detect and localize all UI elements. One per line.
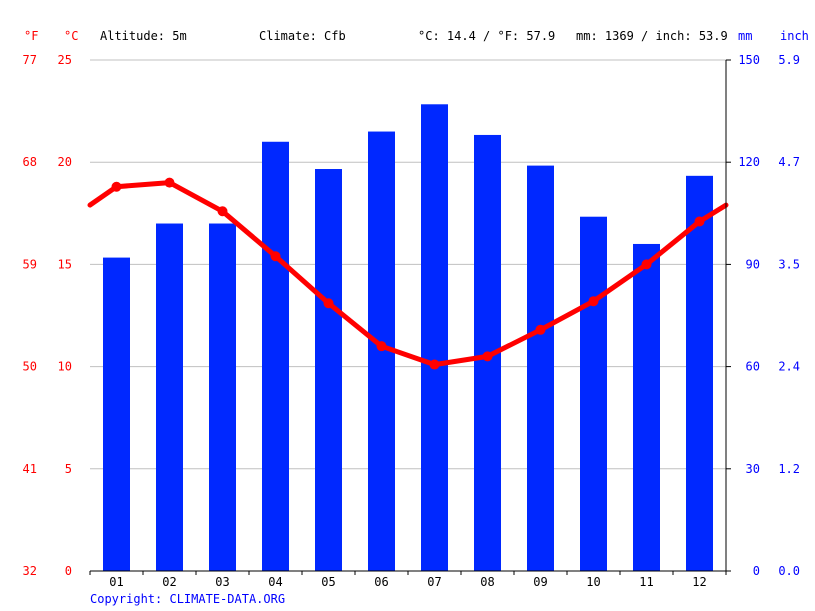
precipitation-bar xyxy=(421,104,448,571)
month-tick-label: 10 xyxy=(586,575,600,589)
precipitation-bar xyxy=(527,165,554,571)
celsius-tick-label: 5 xyxy=(65,462,72,476)
gridlines xyxy=(90,59,726,470)
altitude-label: Altitude: 5m xyxy=(100,29,187,43)
mm-tick-label: 60 xyxy=(746,360,760,374)
inch-tick-label: 5.9 xyxy=(778,53,800,67)
month-tick-label: 09 xyxy=(533,575,547,589)
climate-label: Climate: Cfb xyxy=(259,29,346,43)
month-tick-label: 06 xyxy=(374,575,388,589)
fahrenheit-tick-label: 77 xyxy=(23,53,37,67)
precipitation-bar xyxy=(315,169,342,571)
precipitation-bars xyxy=(103,104,713,572)
copyright-label: Copyright: CLIMATE-DATA.ORG xyxy=(90,592,285,606)
celsius-tick-label: 15 xyxy=(58,257,72,271)
average-temperature-label: °C: 14.4 / °F: 57.9 xyxy=(418,29,555,43)
celsius-tick-label: 10 xyxy=(58,360,72,374)
mm-tick-label: 0 xyxy=(753,564,760,578)
celsius-tick-label: 25 xyxy=(58,53,72,67)
temperature-point xyxy=(111,181,122,192)
temperature-point xyxy=(323,298,334,309)
mm-tick-label: 120 xyxy=(738,155,760,169)
temperature-point xyxy=(482,351,493,362)
precipitation-bar xyxy=(580,216,607,571)
month-tick-label: 11 xyxy=(639,575,653,589)
inch-tick-label: 4.7 xyxy=(778,155,800,169)
temperature-point xyxy=(535,324,546,335)
fahrenheit-unit-label: °F xyxy=(24,29,38,43)
mm-tick-label: 90 xyxy=(746,257,760,271)
month-tick-label: 04 xyxy=(268,575,282,589)
mm-unit-label: mm xyxy=(738,29,752,43)
temperature-point xyxy=(217,206,228,217)
temperature-line-path xyxy=(87,180,729,368)
month-tick-label: 12 xyxy=(692,575,706,589)
inch-unit-label: inch xyxy=(780,29,809,43)
total-precipitation-label: mm: 1369 / inch: 53.9 xyxy=(576,29,728,43)
inch-tick-label: 2.4 xyxy=(778,360,800,374)
month-tick-label: 08 xyxy=(480,575,494,589)
axes xyxy=(89,59,731,575)
fahrenheit-tick-label: 50 xyxy=(23,360,37,374)
fahrenheit-tick-label: 41 xyxy=(23,462,37,476)
celsius-tick-label: 20 xyxy=(58,155,72,169)
month-tick-label: 02 xyxy=(162,575,176,589)
precipitation-bar xyxy=(209,223,236,571)
precipitation-bar xyxy=(156,223,183,571)
temperature-point xyxy=(429,359,440,370)
month-tick-label: 07 xyxy=(427,575,441,589)
temperature-point xyxy=(376,341,387,352)
month-tick-label: 03 xyxy=(215,575,229,589)
month-tick-label: 05 xyxy=(321,575,335,589)
fahrenheit-tick-label: 59 xyxy=(23,257,37,271)
mm-tick-label: 30 xyxy=(746,462,760,476)
celsius-tick-label: 0 xyxy=(65,564,72,578)
precipitation-bar xyxy=(103,257,130,571)
precipitation-bar xyxy=(633,243,660,571)
temperature-line xyxy=(87,177,729,370)
mm-tick-label: 150 xyxy=(738,53,760,67)
temperature-point xyxy=(270,251,281,262)
celsius-unit-label: °C xyxy=(64,29,78,43)
temperature-point xyxy=(588,296,599,307)
inch-tick-label: 3.5 xyxy=(778,257,800,271)
temperature-point xyxy=(164,177,175,188)
tick-labels: 32 0 0 0.041 5 30 1.250 10 60 2.459 15 90 3.568 20 120… xyxy=(23,53,800,589)
temperature-point xyxy=(641,259,652,270)
month-tick-label: 01 xyxy=(109,575,123,589)
inch-tick-label: 0.0 xyxy=(778,564,800,578)
precipitation-bar xyxy=(686,175,713,571)
fahrenheit-tick-label: 32 xyxy=(23,564,37,578)
fahrenheit-tick-label: 68 xyxy=(23,155,37,169)
inch-tick-label: 1.2 xyxy=(778,462,800,476)
precipitation-bar xyxy=(262,141,289,571)
temperature-point xyxy=(694,216,705,227)
